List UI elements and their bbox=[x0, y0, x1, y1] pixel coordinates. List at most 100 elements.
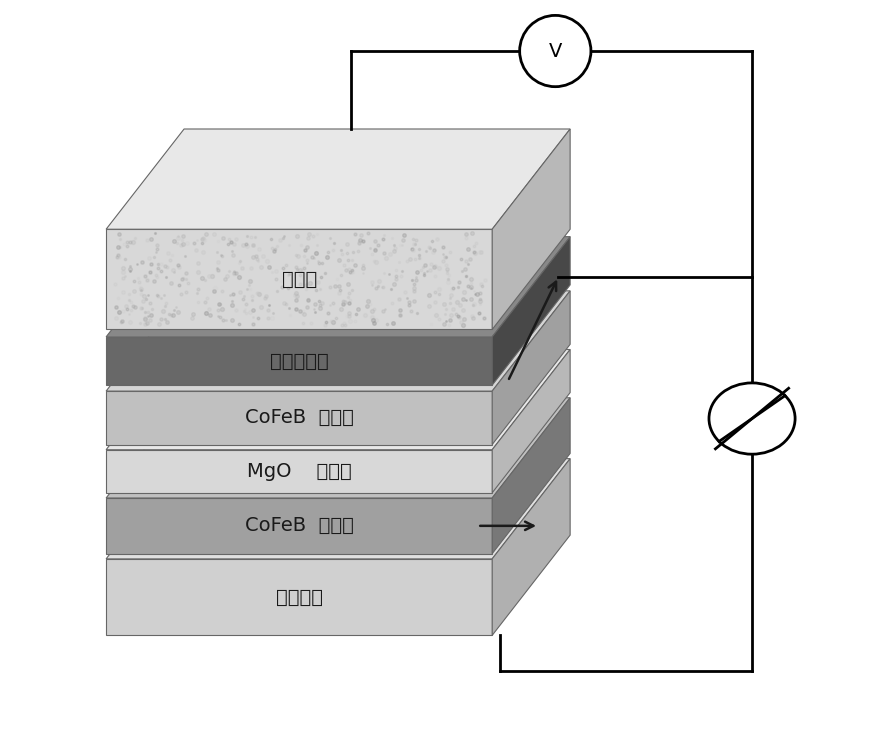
Point bbox=[262, 304, 276, 316]
Point bbox=[443, 292, 457, 304]
Point bbox=[196, 246, 210, 258]
Point bbox=[414, 263, 428, 275]
Point bbox=[345, 284, 359, 296]
Point bbox=[259, 289, 273, 301]
Point bbox=[293, 264, 307, 276]
Point bbox=[472, 287, 486, 299]
Point bbox=[324, 232, 338, 244]
Point bbox=[123, 236, 137, 248]
Polygon shape bbox=[492, 291, 570, 444]
Point bbox=[211, 256, 225, 268]
Point bbox=[226, 288, 240, 300]
Point bbox=[454, 253, 468, 265]
Point bbox=[312, 255, 326, 267]
Point bbox=[175, 230, 189, 242]
Point bbox=[232, 257, 246, 269]
Point bbox=[420, 265, 434, 277]
Point bbox=[154, 258, 168, 270]
Point bbox=[130, 258, 144, 270]
Point bbox=[265, 307, 279, 319]
Point bbox=[121, 307, 135, 319]
Point bbox=[140, 293, 154, 305]
Point bbox=[150, 239, 164, 251]
Point bbox=[369, 282, 383, 294]
Point bbox=[280, 283, 294, 295]
Point bbox=[428, 295, 442, 307]
Point bbox=[404, 305, 418, 317]
Point bbox=[159, 297, 173, 309]
Point bbox=[393, 304, 407, 316]
Point bbox=[211, 310, 225, 322]
Point bbox=[406, 244, 420, 256]
Point bbox=[383, 248, 397, 260]
Point bbox=[393, 239, 407, 251]
Point bbox=[199, 228, 213, 240]
Point bbox=[341, 297, 355, 309]
Text: 绝缘介质层: 绝缘介质层 bbox=[270, 352, 328, 370]
Point bbox=[392, 292, 406, 304]
Point bbox=[395, 265, 409, 277]
Point bbox=[200, 292, 214, 304]
Point bbox=[120, 236, 134, 248]
Point bbox=[225, 299, 239, 311]
Point bbox=[275, 281, 289, 293]
Point bbox=[382, 268, 395, 280]
Point bbox=[347, 315, 361, 327]
Point bbox=[412, 249, 426, 261]
Point bbox=[165, 249, 179, 261]
Point bbox=[456, 293, 470, 305]
Point bbox=[267, 245, 281, 257]
Point bbox=[213, 298, 227, 310]
Point bbox=[149, 239, 163, 251]
Point bbox=[251, 253, 265, 265]
Point bbox=[392, 257, 406, 269]
Point bbox=[216, 303, 230, 315]
Point bbox=[407, 281, 421, 293]
Point bbox=[236, 293, 250, 305]
Point bbox=[127, 285, 141, 297]
Point bbox=[450, 310, 464, 322]
Point bbox=[300, 301, 314, 313]
Point bbox=[196, 232, 210, 244]
Point bbox=[211, 264, 225, 276]
Point bbox=[227, 268, 241, 280]
Point bbox=[223, 265, 237, 277]
Point bbox=[150, 243, 164, 255]
Point bbox=[450, 296, 464, 308]
Point bbox=[276, 263, 290, 275]
Point bbox=[396, 234, 410, 246]
Point bbox=[341, 310, 355, 322]
Point bbox=[459, 255, 473, 267]
Point bbox=[340, 238, 354, 250]
Point bbox=[313, 302, 327, 314]
Point bbox=[162, 248, 175, 260]
Point bbox=[298, 251, 312, 263]
Point bbox=[195, 237, 209, 249]
Point bbox=[345, 254, 359, 266]
Point bbox=[158, 313, 172, 325]
Point bbox=[356, 267, 370, 279]
Point bbox=[383, 283, 397, 295]
Point bbox=[402, 295, 416, 307]
Point bbox=[310, 228, 324, 240]
Point bbox=[158, 260, 172, 272]
Point bbox=[265, 266, 279, 278]
Point bbox=[412, 242, 426, 254]
Point bbox=[269, 273, 283, 285]
Text: V: V bbox=[548, 42, 562, 61]
Point bbox=[121, 288, 135, 300]
Point bbox=[223, 289, 237, 301]
Point bbox=[162, 307, 176, 319]
Point bbox=[138, 270, 152, 282]
Point bbox=[303, 277, 317, 289]
Point bbox=[299, 241, 313, 253]
Point bbox=[318, 319, 332, 331]
Point bbox=[207, 284, 221, 296]
Polygon shape bbox=[492, 236, 570, 385]
Point bbox=[277, 230, 291, 242]
Point bbox=[166, 309, 180, 321]
Point bbox=[472, 298, 486, 310]
Point bbox=[333, 303, 347, 315]
Point bbox=[152, 318, 166, 330]
Point bbox=[368, 303, 382, 315]
